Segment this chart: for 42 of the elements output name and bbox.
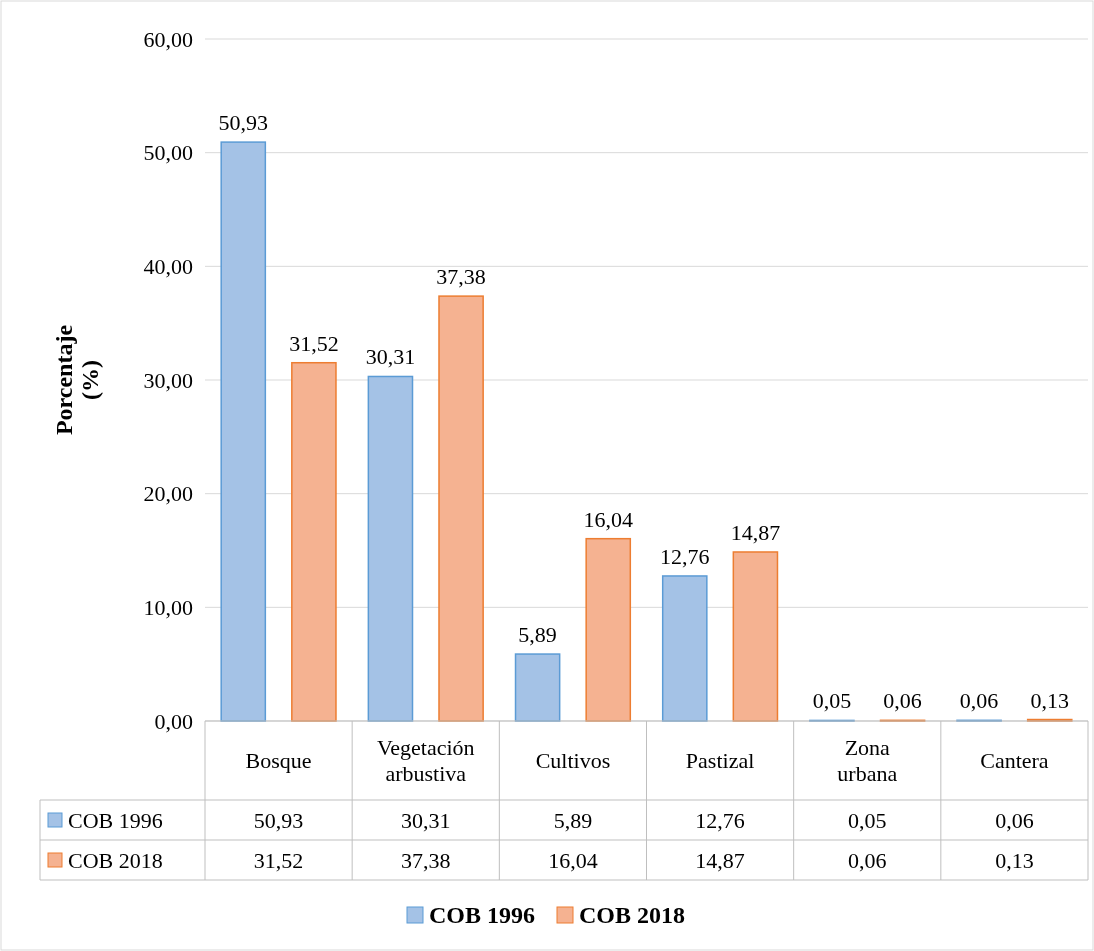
text: COB 1996 [429,902,536,929]
text: 50,93 [218,110,269,136]
data-label: 5,89 [553,807,593,833]
text: 0,05 [812,688,852,714]
x-tick-label: Pastizal [685,748,755,774]
y-axis-title: Porcentaje (%) [51,324,103,436]
legend-label: COB 2018 [68,847,163,873]
text: 30,31 [365,344,416,370]
data-label: 0,06 [848,847,887,873]
text: 31,52 [289,330,339,356]
data-label: 37,38 [401,847,451,873]
y-tick-label: 10,00 [143,595,193,621]
legend-label: COB 1996 [68,807,163,833]
x-tick-label: Zona urbana [837,735,898,787]
y-tick-label: 20,00 [143,481,193,507]
text: COB 2018 [579,902,686,929]
x-tick-label: Cantera [980,748,1049,774]
data-label: 14,87 [695,847,745,873]
y-tick-label: 0,00 [154,708,193,734]
data-label: 16,04 [548,847,598,873]
text: 0,13 [1030,687,1069,713]
text: 5,89 [518,622,557,648]
x-tick-label: Cultivos [535,748,611,774]
data-label: 30,31 [401,807,451,833]
x-tick-label: Bosque [245,748,312,774]
text: 16,04 [583,506,633,532]
y-tick-label: 50,00 [143,140,193,166]
y-tick-label: 40,00 [143,254,193,280]
data-label: 0,13 [995,847,1034,873]
text: 14,87 [730,519,781,545]
y-tick-label: 60,00 [143,26,193,52]
text: 0,06 [959,688,999,714]
y-tick-label: 30,00 [143,367,193,393]
data-label: 50,93 [253,807,304,833]
text: 37,38 [436,264,486,290]
data-label: 0,05 [848,807,887,833]
data-label: 0,06 [995,807,1034,833]
x-tick-label: Vegetación arbustiva [376,735,475,787]
text: 12,76 [660,543,710,569]
data-label: 12,76 [695,807,745,833]
text: 0,06 [883,688,922,714]
data-label: 31,52 [253,847,304,873]
